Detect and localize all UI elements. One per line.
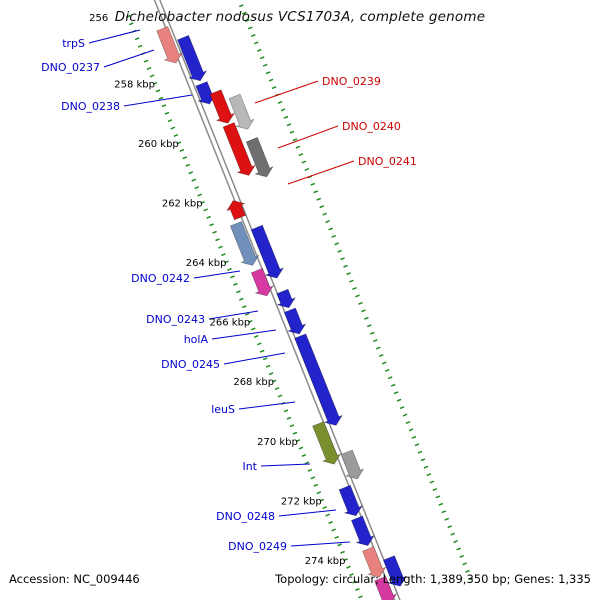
genome-backbone-gap	[155, 0, 400, 600]
gene-arrow-gene-b[interactable]	[226, 200, 246, 221]
gene-leader-DNO_0237	[103, 49, 155, 68]
gene-arrow-DNO_0248[interactable]	[338, 484, 363, 517]
gene-leader-DNO_0238	[123, 94, 193, 107]
gene-arrow-gene-a[interactable]	[228, 93, 255, 130]
ruler-label-256: 256	[89, 13, 108, 24]
gene-arrow-DNO_0241[interactable]	[245, 137, 274, 178]
ruler-label-266: 266 kbp	[210, 318, 251, 329]
gene-leader-DNO_0243	[208, 310, 259, 320]
gene-arrow-Int[interactable]	[312, 421, 342, 465]
ruler-label-264: 264 kbp	[186, 258, 227, 269]
gene-label-leuS[interactable]: leuS	[211, 403, 235, 416]
gene-leader-DNO_0248	[278, 509, 337, 517]
gene-arrow-DNO_0249[interactable]	[351, 515, 375, 546]
gene-arrow-trpS[interactable]	[156, 26, 183, 64]
gene-label-DNO_0241[interactable]: DNO_0241	[358, 155, 417, 168]
gene-label-DNO_0237[interactable]: DNO_0237	[41, 61, 100, 74]
gene-leader-DNO_0242	[193, 270, 241, 279]
gene-leader-DNO_0241	[287, 160, 355, 185]
gene-leader-DNO_0249	[290, 541, 351, 547]
gene-label-DNO_0239[interactable]: DNO_0239	[322, 75, 381, 88]
gene-arrow-DNO_0240[interactable]	[222, 122, 256, 176]
ruler-label-262: 262 kbp	[162, 199, 203, 210]
gene-label-holA[interactable]: holA	[184, 333, 209, 346]
gene-label-DNO_0248[interactable]: DNO_0248	[216, 510, 275, 523]
gene-leader-DNO_0240	[277, 125, 339, 149]
gene-labels: trpS DNO_0237 DNO_0238 DNO_0239 DNO_0240 DNO_…	[41, 29, 417, 553]
gene-arrow-DNO_0239[interactable]	[209, 89, 236, 124]
ruler-label-260: 260 kbp	[138, 139, 179, 150]
map-title: Dichelobacter nodosus VCS1703A, complete…	[114, 9, 486, 25]
gene-label-DNO_0242[interactable]: DNO_0242	[131, 272, 190, 285]
gene-label-DNO_0245[interactable]: DNO_0245	[161, 358, 220, 371]
gene-arrow-gene-d[interactable]	[340, 449, 365, 480]
gene-track	[156, 26, 408, 600]
gene-label-DNO_0243[interactable]: DNO_0243	[146, 313, 205, 326]
gene-leader-DNO_0239	[254, 80, 319, 104]
gene-arrow-gene-f[interactable]	[383, 555, 408, 587]
gene-arrow-gene-e[interactable]	[362, 546, 387, 578]
gene-arrow-leuS[interactable]	[294, 333, 343, 426]
gene-arrow-DNO_0242[interactable]	[250, 224, 285, 279]
gene-arrow-holA[interactable]	[276, 288, 296, 309]
gene-arrow-DNO_0245[interactable]	[283, 307, 307, 335]
ruler-label-270: 270 kbp	[257, 437, 298, 448]
gene-leader-Int	[260, 463, 311, 467]
gene-arrow-DNO_0243[interactable]	[250, 268, 274, 297]
ruler-label-258: 258 kbp	[114, 80, 155, 91]
gene-label-DNO_0240[interactable]: DNO_0240	[342, 120, 401, 133]
ruler-labels: 256 258 kbp 260 kbp 262 kbp 264 kbp 266 kbp 26…	[89, 13, 345, 567]
ruler-label-274: 274 kbp	[305, 556, 346, 567]
topology-text: Topology: circular; Length: 1,389,350 bp…	[275, 572, 591, 586]
gene-leader-leuS	[238, 401, 296, 410]
gene-leader-DNO_0245	[223, 352, 286, 365]
gene-arrow-gene-c[interactable]	[229, 221, 260, 266]
gene-label-DNO_0249[interactable]: DNO_0249	[228, 540, 287, 553]
status-bar: Accession: NC_009446 Topology: circular;…	[0, 572, 600, 586]
gene-leader-trpS	[88, 29, 141, 44]
ruler-tick-ring-right	[239, 4, 473, 581]
gene-label-trpS[interactable]: trpS	[62, 37, 85, 50]
gene-label-DNO_0238[interactable]: DNO_0238	[61, 100, 120, 113]
gene-label-Int[interactable]: Int	[242, 460, 257, 473]
ruler-label-268: 268 kbp	[233, 377, 274, 388]
gene-arrow-gene-g[interactable]	[374, 576, 398, 600]
ruler-label-272: 272 kbp	[281, 496, 322, 507]
accession-text: Accession: NC_009446	[9, 572, 140, 586]
gene-arrow-DNO_0237[interactable]	[177, 35, 208, 82]
gene-leader-holA	[211, 329, 277, 340]
